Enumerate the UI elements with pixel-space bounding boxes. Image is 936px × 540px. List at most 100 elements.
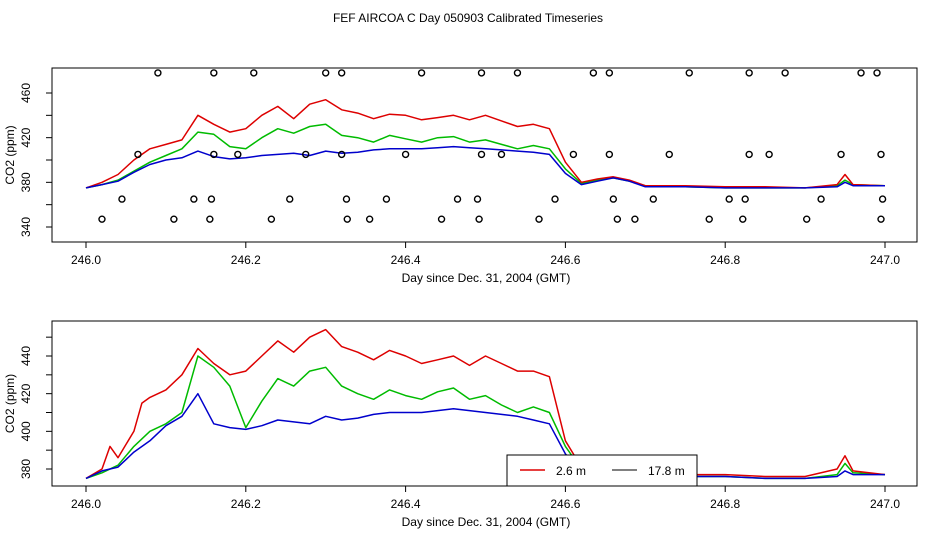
plot-area [85,328,886,480]
circle-marker [609,195,618,203]
circle-marker [589,69,598,77]
y-tick-label: 400 [19,421,33,441]
circle-marker [705,215,713,223]
x-tick-label: 246.4 [391,253,421,267]
circle-marker [745,69,753,77]
circle-marker [665,150,673,159]
x-tick-label: 246.0 [71,497,101,511]
y-tick-label: 420 [19,127,33,147]
x-tick-label: 246.8 [710,253,740,267]
y-axis: 340 380 420 460 CO2 (ppm) [3,83,53,237]
circle-marker [535,215,543,223]
x-tick-label: 246.2 [231,497,261,511]
circle-marker [739,215,747,223]
y-tick-label: 460 [19,83,33,103]
circle-marker [477,150,486,159]
x-tick-label: 246.0 [71,253,101,267]
circle-marker [337,150,346,159]
x-tick-label: 247.0 [870,497,900,511]
page-title: FEF AIRCOA C Day 050903 Calibrated Times… [333,11,603,25]
top-chart-panel: 246.0 246.2 246.4 246.6 246.8 247.0 Day since … [3,67,918,285]
circle-marker [302,150,310,159]
circle-marker [322,69,330,77]
circle-marker [234,150,242,159]
circle-marker [513,69,522,77]
circle-marker [210,69,218,77]
series-line-2-6-m [85,328,886,480]
circle-marker [401,150,410,159]
circle-marker [473,195,482,203]
circle-marker [286,195,294,203]
plot-area [85,69,887,223]
circle-marker [206,215,214,223]
circle-marker [781,69,789,77]
circle-marker [337,69,346,77]
circle-marker [170,215,178,223]
x-tick-label: 246.6 [550,497,580,511]
circle-marker [477,69,486,77]
circle-marker [453,195,462,203]
x-axis: 246.0 246.2 246.4 246.6 246.8 247.0 Day since … [71,485,900,529]
circle-marker [649,195,657,203]
y-tick-label: 380 [19,459,33,479]
x-tick-label: 246.8 [710,497,740,511]
y-tick-label: 440 [19,346,33,366]
legend-label: 2.6 m [556,464,586,478]
circle-marker [207,195,216,203]
circle-marker [497,150,506,159]
series-line-9-5-m [85,123,886,189]
x-tick-label: 246.4 [391,497,421,511]
plot-frame [51,320,918,487]
legend-label: 9.5 m [556,484,586,498]
circle-marker [878,195,887,203]
circle-marker [475,215,483,223]
circle-marker [877,150,885,159]
circle-marker [210,150,218,159]
circle-marker [551,195,559,203]
circle-marker [98,215,106,223]
circle-marker [343,215,351,223]
circle-marker [765,150,773,159]
x-tick-label: 246.2 [231,253,261,267]
plot-frame [51,67,918,243]
y-tick-label: 340 [19,217,33,237]
circle-marker [382,195,391,203]
x-tick-label: 246.6 [550,253,580,267]
series-line-17-8-m [85,392,885,480]
marker-group [98,69,887,223]
x-axis-label: Day since Dec. 31, 2004 (GMT) [402,271,571,285]
circle-marker [118,195,126,203]
circle-marker [857,69,865,77]
circle-marker [154,69,162,77]
circle-marker [685,69,693,77]
x-tick-label: 247.0 [870,253,900,267]
bottom-chart-panel: 246.0 246.2 246.4 246.6 246.8 247.0 Day since … [3,320,918,529]
series-line-17-8-m [85,145,885,189]
circle-marker [605,150,614,159]
circle-marker [837,150,845,159]
circle-marker [437,215,446,223]
y-tick-label: 420 [19,383,33,403]
x-axis-label: Day since Dec. 31, 2004 (GMT) [402,515,571,529]
x-axis: 246.0 246.2 246.4 246.6 246.8 247.0 Day since … [71,241,900,285]
y-axis-label: CO2 (ppm) [3,125,17,184]
y-axis-label: CO2 (ppm) [3,374,17,433]
circle-marker [417,69,426,77]
circle-marker [613,215,622,223]
circle-marker [605,69,614,77]
legend-label: 17.8 m [648,464,685,478]
series-line-2-6-m [85,98,886,189]
circle-marker [725,195,733,203]
circle-marker [741,195,749,203]
circle-marker [631,215,639,223]
legend: 2.6 m 17.8 m 9.5 m [506,454,698,498]
circle-marker [365,215,374,223]
circle-marker [134,150,142,159]
circle-marker [342,195,351,203]
circle-marker [267,215,276,223]
circle-marker [802,215,811,223]
circle-marker [190,195,198,203]
circle-marker [745,150,753,159]
